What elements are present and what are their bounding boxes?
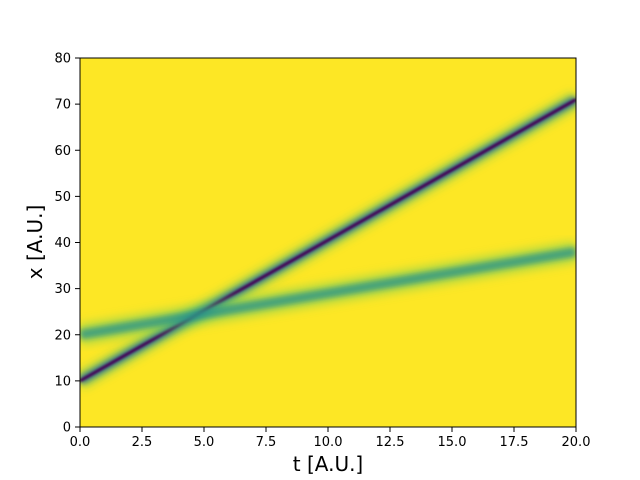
y-tick-label: 10 xyxy=(54,374,71,389)
x-tick-label: 15.0 xyxy=(438,435,467,450)
y-tick-label: 0 xyxy=(63,421,71,436)
x-tick-label: 7.5 xyxy=(256,435,277,450)
trace-2-band xyxy=(80,246,576,340)
x-axis-label: t [A.U.] xyxy=(293,452,364,476)
x-tick-label: 0.0 xyxy=(70,435,91,450)
y-tick-label: 50 xyxy=(54,190,71,205)
x-axis: 0.0 2.5 5.0 7.5 10.0 12.5 15.0 17.5 20.0 xyxy=(70,427,591,450)
trace-2 xyxy=(80,240,576,346)
heatmap-traces xyxy=(80,92,576,388)
x-tick-label: 2.5 xyxy=(132,435,153,450)
y-tick-label: 30 xyxy=(54,282,71,297)
y-tick-label: 20 xyxy=(54,328,71,343)
y-tick-label: 70 xyxy=(54,98,71,113)
trace-1-core xyxy=(80,98,576,383)
y-axis: 0 10 20 30 40 50 60 70 80 xyxy=(54,52,80,436)
y-tick-label: 80 xyxy=(54,52,71,67)
x-tick-label: 5.0 xyxy=(194,435,215,450)
y-axis-label: x [A.U.] xyxy=(23,205,47,279)
x-tick-label: 20.0 xyxy=(562,435,591,450)
y-tick-label: 60 xyxy=(54,144,71,159)
x-tick-label: 12.5 xyxy=(376,435,405,450)
x-tick-label: 10.0 xyxy=(314,435,343,450)
trace-1 xyxy=(80,92,576,388)
y-tick-label: 40 xyxy=(54,236,71,251)
x-tick-label: 17.5 xyxy=(500,435,529,450)
